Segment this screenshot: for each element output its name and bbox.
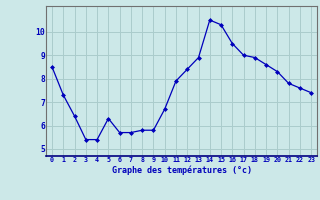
- X-axis label: Graphe des températures (°c): Graphe des températures (°c): [112, 165, 252, 175]
